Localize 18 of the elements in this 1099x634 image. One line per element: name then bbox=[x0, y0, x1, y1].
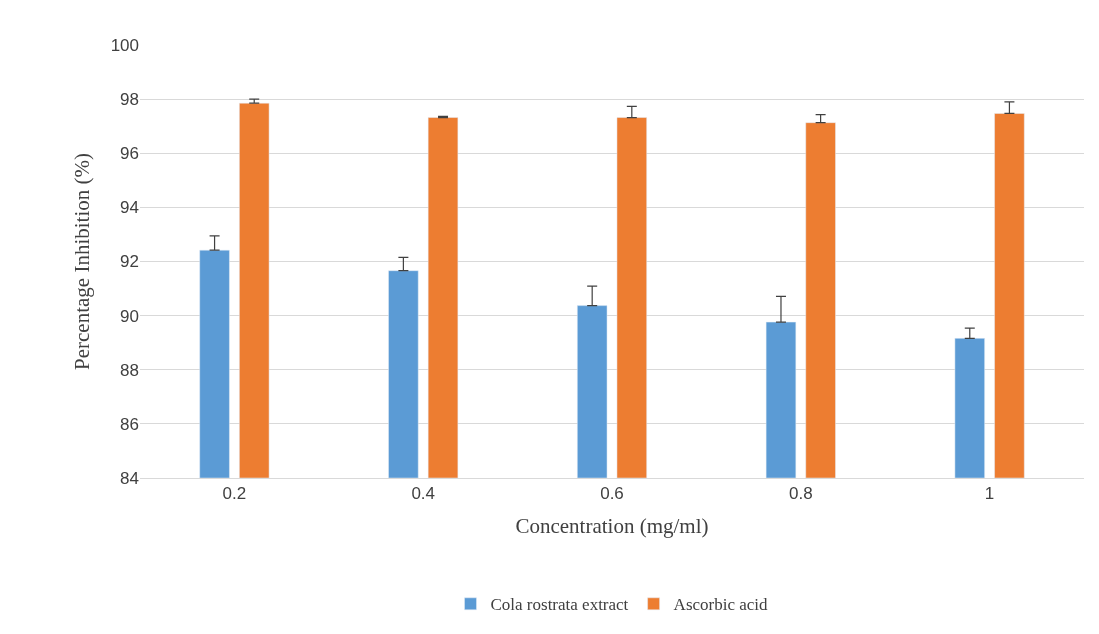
y-axis-title: Percentage Inhibition (%) bbox=[69, 153, 94, 370]
y-tick-label: 84 bbox=[120, 468, 139, 488]
x-tick-label: 0.4 bbox=[411, 484, 436, 504]
y-tick-label: 86 bbox=[120, 414, 139, 434]
y-tick-label: 90 bbox=[120, 306, 139, 326]
y-tick-label: 92 bbox=[120, 252, 139, 272]
legend-label: Ascorbic acid bbox=[673, 595, 769, 615]
x-tick-label: 1 bbox=[984, 484, 995, 504]
x-tick-label: 0.6 bbox=[600, 484, 624, 504]
y-tick-label: 94 bbox=[120, 198, 139, 218]
x-axis-title: Concentration (mg/ml) bbox=[515, 513, 709, 538]
x-tick-label: 0.8 bbox=[788, 484, 813, 504]
x-tick-label: 0.2 bbox=[222, 484, 247, 504]
y-tick-label: 98 bbox=[120, 90, 139, 110]
legend-label: Cola rostrata extract bbox=[490, 595, 629, 615]
y-tick-label: 100 bbox=[110, 35, 139, 55]
y-tick-label: 96 bbox=[120, 144, 139, 164]
y-tick-label: 88 bbox=[120, 360, 139, 380]
